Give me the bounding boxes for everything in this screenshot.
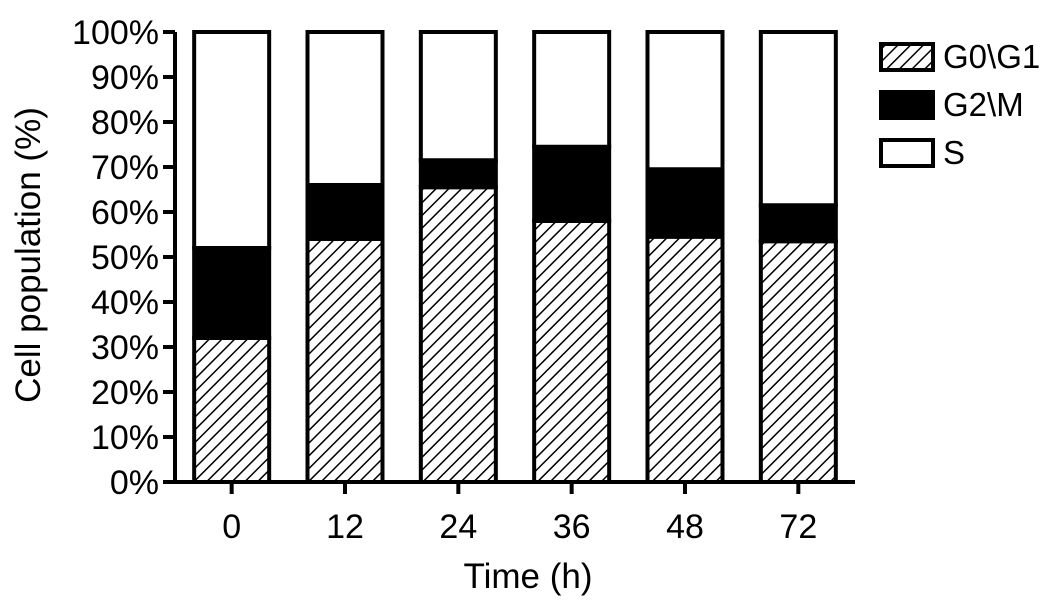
y-tick-label: 30% — [91, 329, 159, 367]
legend-label: G0\G1 — [943, 38, 1040, 75]
y-tick-label: 0% — [110, 464, 159, 502]
y-tick-label: 50% — [91, 239, 159, 277]
x-tick-label: 48 — [666, 508, 704, 546]
bar-segment — [305, 30, 385, 187]
bars — [192, 30, 838, 484]
bar-segment — [645, 234, 725, 484]
y-axis-title: Cell population (%) — [9, 107, 48, 403]
bar-segment — [758, 30, 838, 208]
bar-segment — [532, 144, 612, 223]
y-tick-label: 10% — [91, 419, 159, 457]
bar-segment — [418, 30, 498, 163]
legend-swatch — [879, 90, 935, 120]
bar-segment — [305, 237, 385, 484]
bar-segment — [192, 30, 272, 250]
legend-swatch — [879, 42, 935, 72]
bar-segment — [418, 158, 498, 190]
y-tick-label: 70% — [91, 149, 159, 187]
x-tick-label: 36 — [553, 508, 591, 546]
x-tick-label: 12 — [326, 508, 364, 546]
bar-segment — [305, 183, 385, 241]
x-tick-label: 24 — [439, 508, 477, 546]
x-tick-label: 72 — [779, 508, 817, 546]
y-tick-label: 100% — [72, 14, 159, 52]
y-tick-label: 60% — [91, 194, 159, 232]
bar-segment — [418, 185, 498, 484]
bar-segment — [758, 203, 838, 244]
legend-label: G2\M — [943, 86, 1024, 123]
bar-segment — [645, 167, 725, 239]
bar-segment — [758, 239, 838, 484]
x-axis: 0 12 24 36 48 72 — [175, 480, 855, 546]
x-axis-title: Time (h) — [464, 557, 593, 596]
x-tick-label: 0 — [222, 508, 241, 546]
legend-swatch — [879, 138, 935, 168]
bar-segment — [532, 219, 612, 484]
bar-segment — [532, 30, 612, 149]
bar-segment — [192, 336, 272, 484]
y-tick-label: 40% — [91, 284, 159, 322]
y-tick-label: 80% — [91, 104, 159, 142]
legend-label: S — [943, 134, 965, 171]
y-axis: 0% 10% 20% 30% 40% 50% 60% 70% 80% 90% 100% — [72, 14, 177, 502]
y-tick-label: 20% — [91, 374, 159, 412]
bar-segment — [192, 246, 272, 340]
legend: G0\G1 G2\M S — [879, 38, 1040, 171]
y-tick-label: 90% — [91, 59, 159, 97]
bar-segment — [645, 30, 725, 172]
